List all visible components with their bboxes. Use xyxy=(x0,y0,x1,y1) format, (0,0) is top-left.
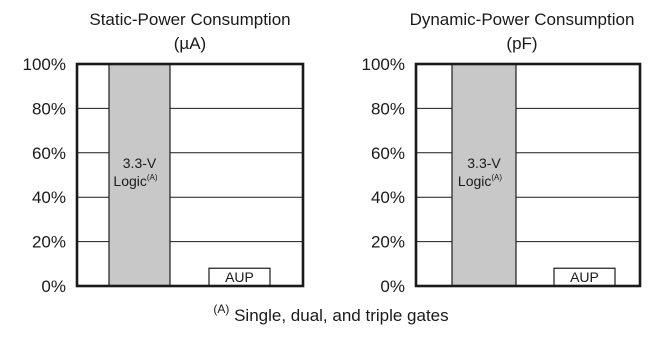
footnote-marker: (A) xyxy=(213,302,229,316)
panel-1-y-tick-label: 20% xyxy=(32,233,66,252)
panel-2-y-tick-label: 100% xyxy=(362,55,405,74)
panel-2-y-tick-label: 0% xyxy=(380,277,405,296)
panel-1-title: Static-Power Consumption xyxy=(89,10,290,29)
panel-2-bar-label: AUP xyxy=(570,269,599,285)
panel-2-y-tick-label: 80% xyxy=(371,99,405,118)
footnote: (A) Single, dual, and triple gates xyxy=(0,306,662,326)
panel-1-bar-label: AUP xyxy=(225,269,254,285)
panel-1-y-tick-label: 40% xyxy=(32,188,66,207)
panel-2-y-tick-label: 60% xyxy=(371,144,405,163)
panel-2-bar-label: 3.3-V xyxy=(467,155,501,171)
panel-1-y-tick-label: 0% xyxy=(41,277,66,296)
panel-1-bar-label: 3.3-V xyxy=(123,155,157,171)
panel-1-y-tick-label: 60% xyxy=(32,144,66,163)
panel-2-y-tick-label: 40% xyxy=(371,188,405,207)
panel-1-bar-label-sup: (A) xyxy=(147,173,158,182)
panel-2-y-tick-label: 20% xyxy=(371,233,405,252)
panel-2-bar-label-sup: (A) xyxy=(491,173,502,182)
panel-2-title: Dynamic-Power Consumption xyxy=(410,10,635,29)
panel-1-y-tick-label: 100% xyxy=(23,55,66,74)
panel-1-unit: (µA) xyxy=(174,34,206,53)
panel-2-plot-frame xyxy=(416,64,640,286)
panel-1-y-tick-label: 80% xyxy=(32,99,66,118)
panel-2-unit: (pF) xyxy=(506,34,537,53)
footnote-text: Single, dual, and triple gates xyxy=(234,306,449,325)
